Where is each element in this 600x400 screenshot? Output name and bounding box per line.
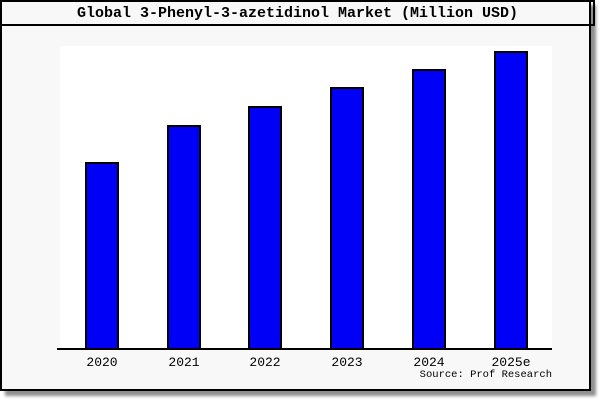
- bar-2020: [85, 162, 119, 350]
- bar-2025e: [494, 51, 528, 350]
- x-axis-line: [57, 348, 552, 350]
- chart-title: Global 3-Phenyl-3-azetidinol Market (Mil…: [76, 4, 519, 22]
- x-tick-label-2020: 2020: [86, 355, 118, 370]
- bar-2023: [330, 87, 364, 350]
- x-tick-label-2022: 2022: [249, 355, 281, 370]
- plot-area: [60, 46, 552, 350]
- bar-2021: [167, 125, 201, 350]
- bar-2022: [248, 106, 282, 350]
- bar-2024: [412, 69, 446, 350]
- source-note: Source: Prof Research: [419, 369, 552, 381]
- x-tick-label-2023: 2023: [331, 355, 363, 370]
- x-tick-label-2021: 2021: [168, 355, 200, 370]
- chart-title-bar: Global 3-Phenyl-3-azetidinol Market (Mil…: [0, 0, 595, 26]
- x-tick-label-2025e: 2025e: [491, 355, 531, 370]
- x-tick-label-2024: 2024: [413, 355, 445, 370]
